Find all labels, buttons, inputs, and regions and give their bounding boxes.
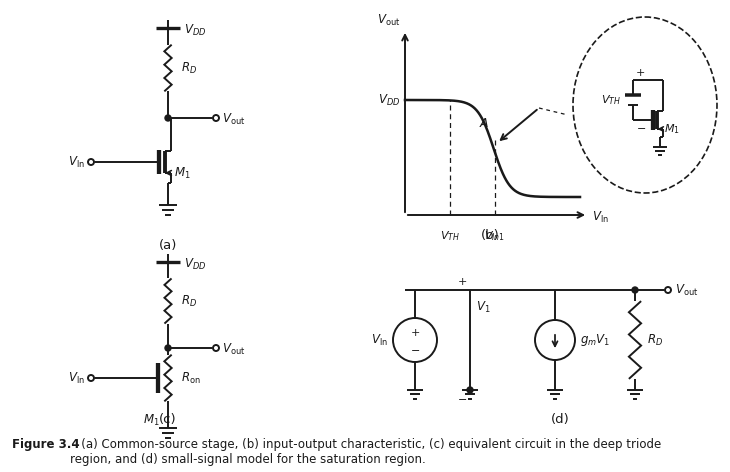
Text: (d): (d)	[550, 413, 569, 427]
Circle shape	[88, 159, 94, 165]
Circle shape	[165, 345, 171, 351]
Text: $-$: $-$	[457, 393, 467, 403]
Text: $V_{DD}$: $V_{DD}$	[377, 93, 400, 108]
Text: +: +	[410, 328, 420, 338]
Text: (b): (b)	[480, 228, 499, 242]
Text: $R_D$: $R_D$	[181, 294, 197, 309]
Text: $V_{DD}$: $V_{DD}$	[184, 23, 207, 38]
Text: $M_1$: $M_1$	[174, 167, 190, 182]
Text: $V_{\rm In}$: $V_{\rm In}$	[371, 332, 388, 347]
Text: $R_D$: $R_D$	[181, 60, 197, 76]
Text: $V_{TH}$: $V_{TH}$	[440, 229, 460, 243]
Text: $V_{DD}$: $V_{DD}$	[184, 256, 207, 271]
Text: $V_{TH}$: $V_{TH}$	[601, 93, 621, 107]
Text: (c): (c)	[159, 413, 177, 427]
Text: $R_{\rm on}$: $R_{\rm on}$	[181, 371, 201, 386]
Text: $M_1$: $M_1$	[143, 413, 160, 428]
Text: $V_{\rm out}$: $V_{\rm out}$	[675, 282, 699, 297]
Text: $V_{\rm out}$: $V_{\rm out}$	[377, 13, 400, 28]
Circle shape	[467, 387, 473, 393]
Circle shape	[88, 375, 94, 381]
Text: $V_{\rm out}$: $V_{\rm out}$	[222, 341, 245, 356]
Circle shape	[165, 115, 171, 121]
Text: $M_1$: $M_1$	[664, 122, 680, 135]
Text: $V_{\rm out}$: $V_{\rm out}$	[222, 111, 245, 126]
Text: $V_{In1}$: $V_{In1}$	[485, 229, 506, 243]
Text: +: +	[636, 68, 645, 78]
Text: $-$: $-$	[410, 344, 420, 354]
Text: Figure 3.4: Figure 3.4	[12, 438, 80, 451]
Text: $-$: $-$	[636, 122, 646, 132]
Circle shape	[665, 287, 671, 293]
Text: $V_1$: $V_1$	[476, 300, 491, 315]
Text: $V_{\rm In}$: $V_{\rm In}$	[68, 371, 85, 386]
Text: (a) Common-source stage, (b) input-output characteristic, (c) equivalent circuit: (a) Common-source stage, (b) input-outpu…	[70, 438, 661, 466]
Text: $V_{\rm In}$: $V_{\rm In}$	[68, 154, 85, 169]
Text: $R_D$: $R_D$	[647, 332, 663, 347]
Circle shape	[213, 115, 219, 121]
Text: +: +	[457, 277, 466, 287]
Text: (a): (a)	[159, 238, 177, 252]
Circle shape	[213, 345, 219, 351]
Text: $g_mV_1$: $g_mV_1$	[580, 332, 610, 348]
Text: $V_{\rm In}$: $V_{\rm In}$	[592, 210, 609, 225]
Circle shape	[632, 287, 638, 293]
Text: $A$: $A$	[479, 117, 489, 130]
